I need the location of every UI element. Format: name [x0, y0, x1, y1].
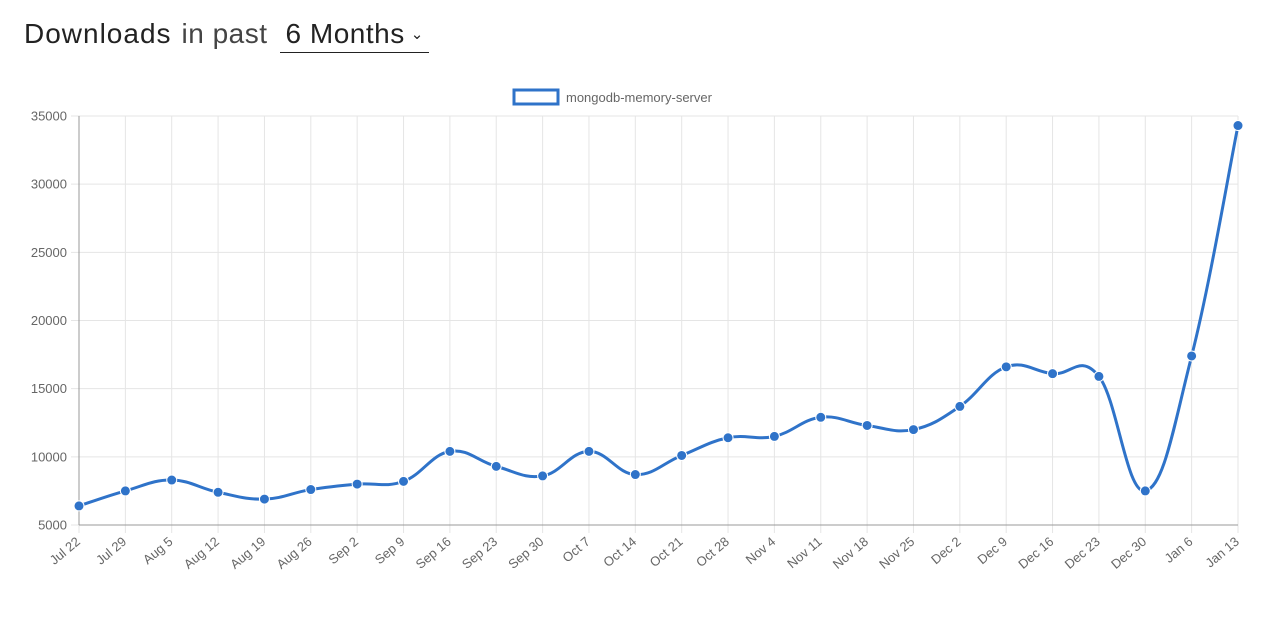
x-tick-label: Aug 19: [227, 534, 268, 572]
period-value: 6 Months: [285, 18, 405, 49]
legend-label: mongodb-memory-server: [566, 90, 713, 105]
data-point[interactable]: [1093, 370, 1105, 382]
data-point[interactable]: [583, 445, 595, 457]
data-point[interactable]: [722, 432, 734, 444]
x-tick-label: Oct 7: [559, 534, 592, 565]
x-tick-label: Jan 13: [1202, 534, 1242, 571]
data-point[interactable]: [119, 485, 131, 497]
x-tick-label: Sep 16: [413, 534, 454, 572]
data-point[interactable]: [537, 470, 549, 482]
data-point[interactable]: [305, 484, 317, 496]
x-tick-label: Dec 16: [1015, 534, 1056, 572]
y-tick-label: 5000: [38, 518, 67, 533]
x-tick-label: Jan 6: [1162, 534, 1196, 566]
chevron-down-icon: ⌄: [410, 26, 424, 43]
data-point[interactable]: [351, 478, 363, 490]
header: Downloads in past 6 Months ⌄: [24, 18, 430, 62]
data-point[interactable]: [490, 460, 502, 472]
x-tick-label: Oct 14: [600, 534, 639, 570]
x-tick-label: Sep 30: [505, 534, 546, 572]
data-point[interactable]: [768, 430, 780, 442]
x-tick-label: Sep 2: [325, 534, 361, 567]
y-tick-label: 15000: [31, 381, 67, 396]
x-tick-label: Aug 5: [140, 534, 176, 567]
data-point[interactable]: [629, 469, 641, 481]
y-tick-label: 20000: [31, 313, 67, 328]
data-point[interactable]: [954, 400, 966, 412]
y-tick-label: 10000: [31, 449, 67, 464]
period-dropdown[interactable]: 6 Months ⌄: [279, 18, 430, 53]
x-tick-label: Dec 9: [974, 534, 1010, 567]
x-tick-label: Jul 29: [93, 534, 129, 568]
series-line-mongodb-memory-server: [78, 125, 1240, 508]
title-in-past: in past: [181, 18, 268, 49]
data-point[interactable]: [861, 419, 873, 431]
x-tick-label: Sep 9: [372, 534, 408, 567]
x-tick-label: Aug 12: [181, 534, 222, 572]
x-tick-label: Oct 28: [693, 534, 732, 570]
data-point[interactable]: [258, 493, 270, 505]
x-tick-label: Nov 25: [876, 534, 917, 572]
x-tick-label: Nov 4: [743, 534, 779, 567]
x-tick-label: Aug 26: [274, 534, 315, 572]
x-tick-label: Jul 22: [47, 534, 83, 568]
y-tick-label: 35000: [31, 109, 67, 124]
y-tick-label: 25000: [31, 245, 67, 260]
data-point[interactable]: [444, 445, 456, 457]
data-point[interactable]: [73, 500, 85, 512]
x-tick-label: Oct 21: [647, 534, 686, 570]
title-downloads: Downloads: [24, 18, 172, 49]
data-point[interactable]: [1000, 361, 1012, 373]
data-point[interactable]: [676, 449, 688, 461]
data-point[interactable]: [1047, 368, 1059, 380]
x-tick-label: Sep 23: [459, 534, 500, 572]
x-tick-label: Dec 2: [928, 534, 964, 567]
data-point[interactable]: [398, 475, 410, 487]
data-point[interactable]: [1232, 120, 1244, 132]
data-point[interactable]: [212, 486, 224, 498]
data-point[interactable]: [907, 424, 919, 436]
data-point[interactable]: [166, 474, 178, 486]
data-point[interactable]: [815, 411, 827, 423]
data-point[interactable]: [1186, 350, 1198, 362]
x-tick-label: Dec 23: [1062, 534, 1103, 572]
x-tick-label: Nov 18: [830, 534, 871, 572]
legend-swatch: [512, 88, 560, 106]
data-point[interactable]: [1139, 485, 1151, 497]
x-tick-label: Dec 30: [1108, 534, 1149, 572]
x-tick-label: Nov 11: [784, 534, 824, 571]
y-tick-label: 30000: [31, 177, 67, 192]
